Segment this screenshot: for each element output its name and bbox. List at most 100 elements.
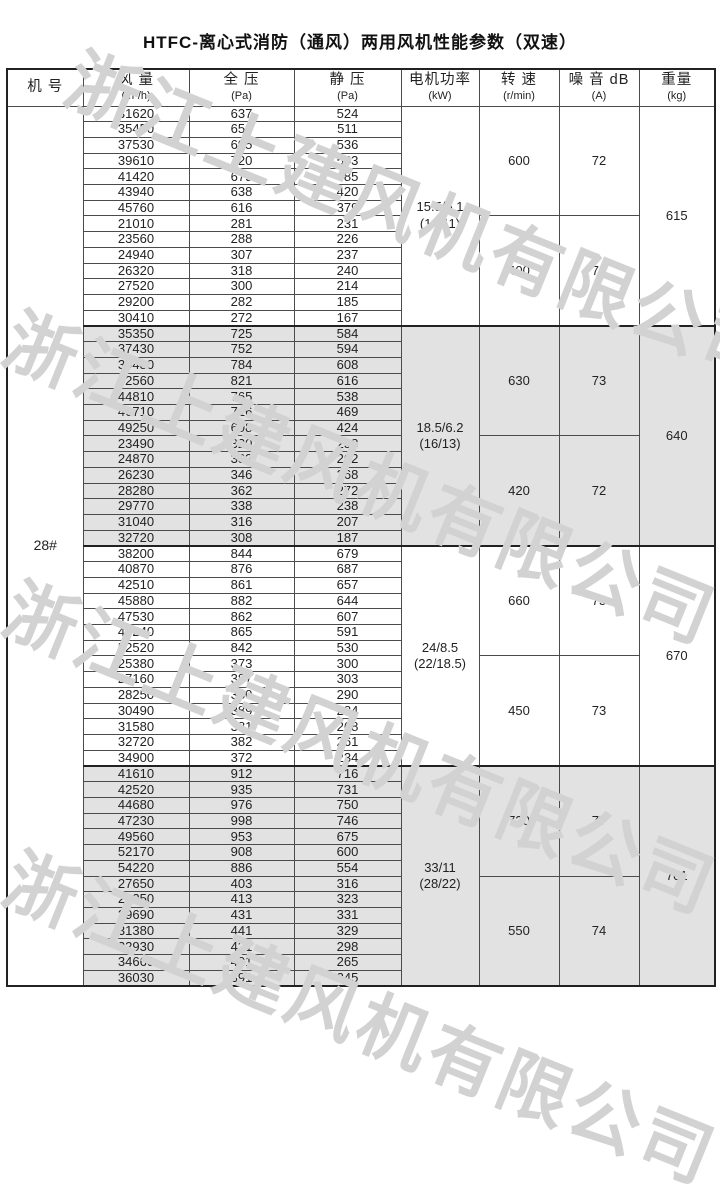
cell-total-pressure: 886 [188, 859, 295, 877]
col-header-static-pressure: 静 压 (Pa) [293, 68, 402, 107]
cell-airflow: 32720 [82, 734, 190, 751]
table-row: 40870 876 687 [7, 561, 715, 578]
cell-airflow: 34660 [82, 954, 190, 971]
cell-motor-power: 15.5/5.1 (14/11) [400, 105, 480, 327]
cell-total-pressure: 821 [188, 372, 295, 390]
cell-airflow: 52170 [82, 844, 190, 861]
cell-airflow: 29690 [82, 906, 190, 924]
cell-static-pressure: 187 [293, 529, 402, 547]
cell-static-pressure: 524 [293, 105, 402, 123]
cell-static-pressure: 298 [293, 938, 402, 956]
cell-airflow: 31580 [82, 718, 190, 735]
cell-airflow: 31620 [82, 105, 190, 123]
cell-airflow: 52520 [82, 639, 190, 657]
cell-total-pressure: 373 [188, 655, 295, 673]
table-row: 37530 695 536 [7, 136, 715, 154]
cell-total-pressure: 320 [188, 435, 295, 453]
cell-airflow: 24940 [82, 246, 190, 264]
cell-airflow: 28280 [82, 482, 190, 500]
table-row: 41610 912 716 33/11 (28/22) 730 77 701 [7, 764, 716, 987]
cell-total-pressure: 307 [188, 246, 295, 264]
cell-airflow: 29200 [82, 293, 190, 311]
cell-airflow: 32930 [82, 938, 190, 956]
cell-total-pressure: 865 [188, 624, 295, 641]
col-header-total-pressure: 全 压 (Pa) [188, 68, 295, 107]
cell-total-pressure: 912 [188, 765, 295, 783]
cell-airflow: 41610 [82, 765, 190, 783]
cell-static-pressure: 272 [293, 482, 402, 500]
cell-airflow: 21010 [82, 215, 190, 233]
cell-airflow: 26230 [82, 466, 190, 484]
cell-airflow: 31380 [82, 922, 190, 940]
cell-static-pressure: 530 [293, 639, 402, 657]
table-row: 35350 725 584 18.5/6.2 (16/13) 630 73 640 [7, 324, 716, 547]
table-row: 23490 320 258 420 72 [7, 435, 715, 547]
table-row: 41420 679 485 [7, 168, 715, 186]
table-row: 44680 976 750 [7, 797, 715, 814]
cell-motor-power: 33/11 (28/22) [400, 764, 480, 987]
table-row: 52520 842 530 [7, 639, 715, 657]
motor-power-line: (16/13) [419, 435, 461, 451]
motor-power-line: 33/11 [424, 859, 456, 875]
cell-static-pressure: 379 [293, 199, 402, 217]
cell-airflow: 23560 [82, 231, 190, 248]
cell-static-pressure: 511 [293, 121, 402, 138]
table-row: 42520 935 731 [7, 781, 715, 798]
cell-airflow: 29770 [82, 498, 190, 515]
cell-noise: 73 [558, 655, 640, 767]
cell-total-pressure: 882 [188, 592, 295, 610]
cell-noise: 72 [558, 435, 640, 547]
table-row: 28250 413 323 [7, 891, 715, 908]
cell-airflow: 47530 [82, 608, 190, 626]
table-row: 26230 346 268 [7, 466, 715, 484]
cell-airflow: 37430 [82, 341, 190, 358]
cell-airflow: 31040 [82, 513, 190, 531]
cell-speed: 420 [478, 435, 560, 547]
cell-static-pressure: 258 [293, 435, 402, 453]
cell-total-pressure: 861 [188, 576, 295, 594]
cell-static-pressure: 331 [293, 906, 402, 924]
cell-static-pressure: 469 [293, 404, 402, 421]
cell-airflow: 49240 [82, 624, 190, 641]
cell-total-pressure: 413 [188, 891, 295, 908]
cell-total-pressure: 765 [188, 388, 295, 406]
col-header-noise: 噪 音 dB (A) [558, 68, 640, 107]
cell-noise: 77 [558, 764, 640, 877]
cell-total-pressure: 382 [188, 734, 295, 751]
cell-noise: 72 [558, 105, 640, 217]
cell-airflow: 24870 [82, 451, 190, 468]
cell-airflow: 28250 [82, 891, 190, 908]
cell-airflow: 41420 [82, 168, 190, 186]
cell-speed: 450 [478, 655, 560, 767]
cell-speed: 600 [478, 105, 560, 217]
cell-airflow: 44680 [82, 797, 190, 814]
cell-airflow: 49250 [82, 419, 190, 437]
motor-power-line: (14/11) [419, 215, 461, 231]
cell-total-pressure: 332 [188, 451, 295, 468]
cell-total-pressure: 679 [188, 168, 295, 186]
table-row: 45760 616 379 [7, 199, 715, 217]
cell-total-pressure: 300 [188, 278, 295, 295]
cell-total-pressure: 720 [188, 152, 295, 170]
table-row: 29770 338 238 [7, 498, 715, 515]
cell-airflow: 47230 [82, 812, 190, 830]
col-header-machine-no: 机 号 [6, 68, 84, 107]
cell-airflow: 42560 [82, 372, 190, 390]
cell-airflow: 25380 [82, 655, 190, 673]
cell-airflow: 54220 [82, 859, 190, 877]
cell-static-pressure: 268 [293, 718, 402, 735]
cell-static-pressure: 207 [293, 513, 402, 531]
table-row: 52170 908 600 [7, 844, 715, 861]
cell-static-pressure: 687 [293, 561, 402, 578]
cell-total-pressure: 695 [188, 136, 295, 154]
cell-airflow: 44810 [82, 388, 190, 406]
cell-airflow: 30490 [82, 702, 190, 720]
cell-total-pressure: 998 [188, 812, 295, 830]
cell-airflow: 45760 [82, 199, 190, 217]
cell-static-pressure: 214 [293, 278, 402, 295]
cell-airflow: 27650 [82, 875, 190, 893]
cell-total-pressure: 862 [188, 608, 295, 626]
cell-static-pressure: 185 [293, 293, 402, 311]
motor-power-line: (28/22) [419, 876, 461, 892]
cell-static-pressure: 300 [293, 655, 402, 673]
